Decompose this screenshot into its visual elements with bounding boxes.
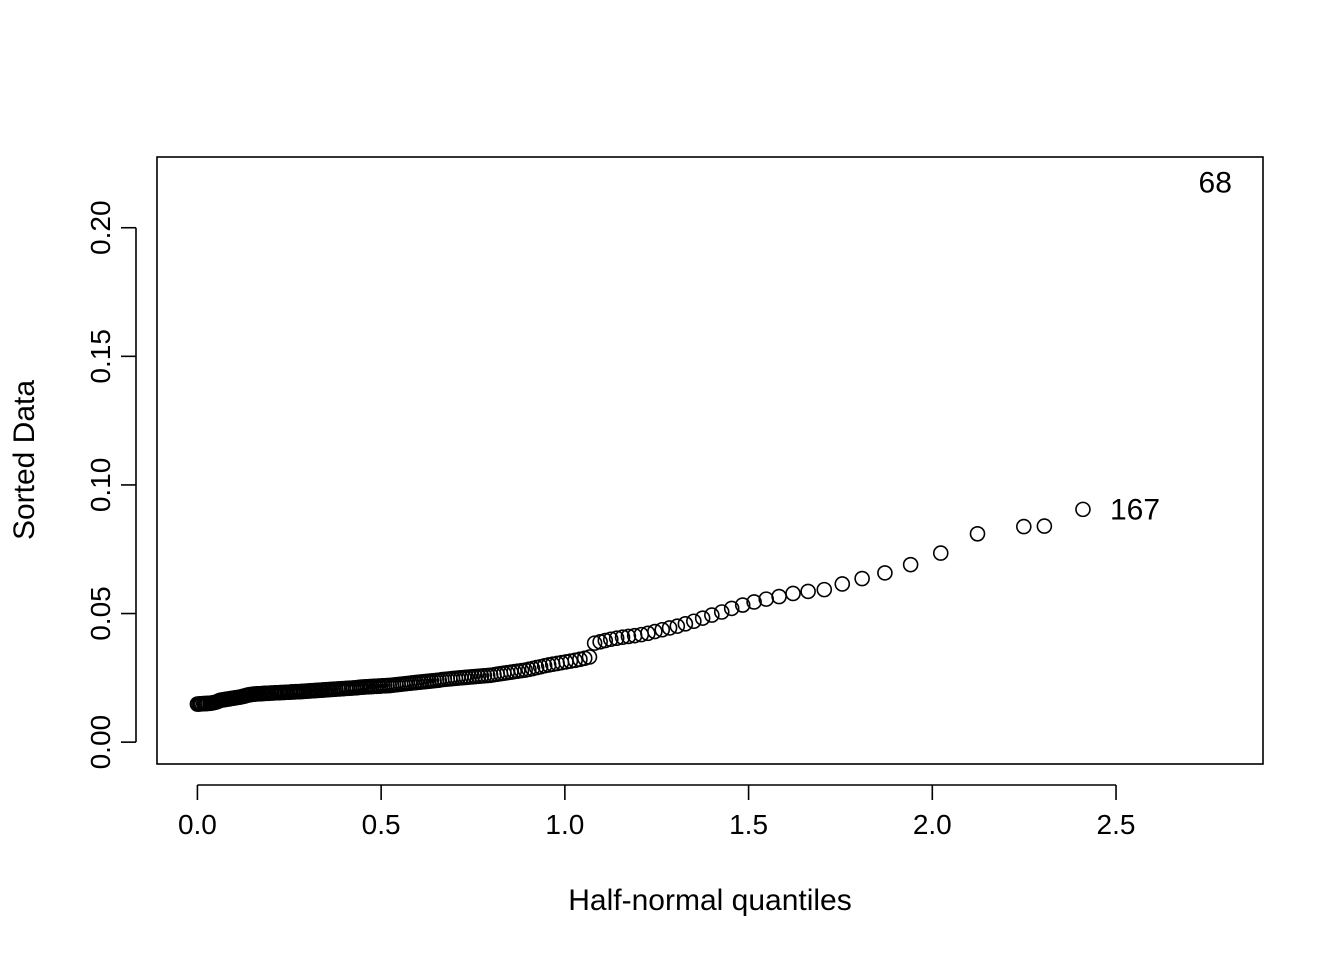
point-labels: 167 68 bbox=[1110, 167, 1232, 527]
data-point bbox=[614, 629, 631, 645]
data-point bbox=[602, 631, 619, 648]
data-point bbox=[597, 632, 614, 649]
data-point bbox=[654, 621, 671, 638]
point-label: 68 bbox=[1199, 167, 1232, 200]
data-point bbox=[800, 583, 816, 600]
data-point bbox=[902, 556, 919, 573]
y-tick-label: 0.15 bbox=[85, 329, 116, 384]
point-label: 167 bbox=[1110, 493, 1160, 526]
data-points bbox=[189, 501, 1091, 712]
data-point bbox=[1015, 518, 1032, 535]
data-point bbox=[647, 623, 663, 640]
x-tick-label: 0.0 bbox=[178, 809, 217, 840]
data-point bbox=[785, 585, 801, 602]
data-point bbox=[562, 653, 579, 669]
data-point bbox=[932, 545, 949, 561]
y-tick-label: 0.10 bbox=[85, 458, 116, 513]
data-point bbox=[581, 649, 598, 665]
data-point bbox=[669, 618, 686, 634]
data-point bbox=[608, 630, 625, 647]
data-point bbox=[877, 565, 893, 581]
plot-frame bbox=[156, 156, 1264, 765]
x-tick-label: 2.5 bbox=[1097, 809, 1136, 840]
data-point bbox=[640, 625, 656, 642]
x-tick-label: 2.0 bbox=[913, 809, 952, 840]
data-point bbox=[620, 628, 637, 645]
data-point bbox=[1075, 501, 1091, 518]
data-point bbox=[694, 610, 711, 626]
y-axis-label: Sorted Data bbox=[8, 380, 41, 540]
y-tick-label: 0.00 bbox=[85, 715, 116, 770]
y-tick-label: 0.20 bbox=[85, 200, 116, 255]
x-tick-label: 1.5 bbox=[729, 809, 768, 840]
data-point bbox=[713, 604, 730, 620]
data-point bbox=[661, 620, 678, 636]
data-point bbox=[969, 526, 986, 542]
data-point bbox=[723, 600, 740, 617]
x-tick-label: 0.5 bbox=[362, 809, 401, 840]
data-point bbox=[854, 570, 870, 587]
x-axis-label: Half-normal quantiles bbox=[568, 884, 851, 917]
data-point bbox=[686, 613, 702, 630]
data-point bbox=[1036, 518, 1053, 534]
data-point bbox=[834, 576, 851, 592]
x-tick-label: 1.0 bbox=[545, 809, 584, 840]
data-point bbox=[734, 597, 751, 613]
data-point bbox=[746, 594, 762, 610]
y-axis: 0.00 0.05 0.10 0.15 0.20 bbox=[85, 200, 137, 770]
y-tick-label: 0.05 bbox=[85, 586, 116, 641]
x-axis: 0.0 0.5 1.0 1.5 2.0 2.5 bbox=[178, 784, 1136, 840]
data-point bbox=[704, 607, 720, 623]
data-point bbox=[586, 635, 603, 651]
data-point bbox=[816, 581, 833, 598]
data-point bbox=[677, 616, 694, 632]
